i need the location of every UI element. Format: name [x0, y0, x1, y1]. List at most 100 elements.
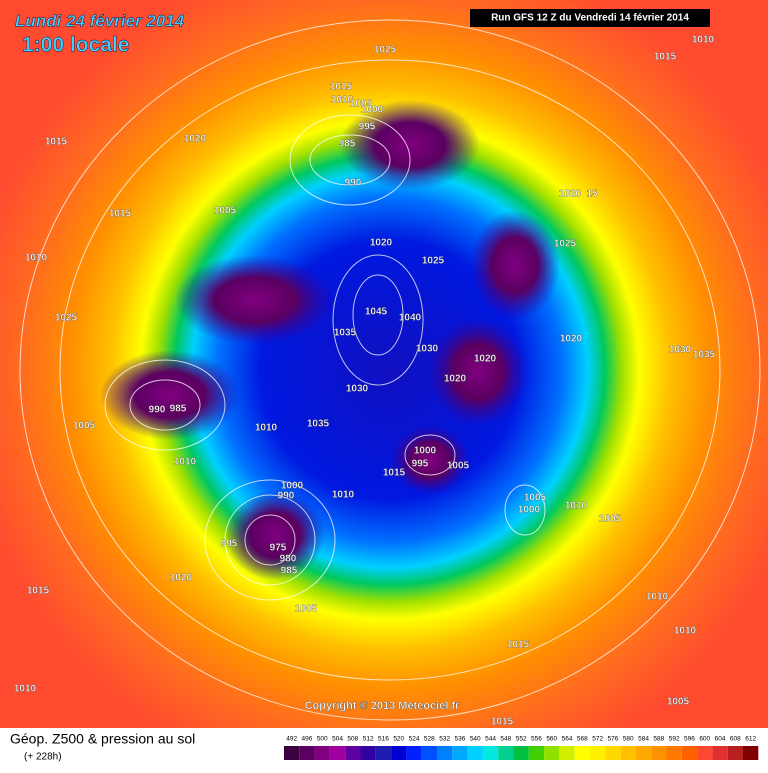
pressure-label: 985	[170, 404, 187, 415]
footer-title: Géop. Z500 & pression au sol	[10, 731, 195, 747]
pressure-label: 1015	[45, 137, 68, 148]
pressure-label: 985	[281, 566, 298, 577]
pressure-label: 1010	[692, 35, 715, 46]
pressure-label: 990	[278, 491, 295, 502]
low-area	[175, 255, 335, 345]
legend-label: 508	[347, 736, 358, 743]
legend-swatch	[697, 746, 713, 760]
legend-label: 612	[745, 736, 756, 743]
pressure-label: 1010	[255, 423, 278, 434]
pressure-label: 1015	[27, 586, 50, 597]
legend-label: 552	[516, 736, 527, 743]
pressure-label: 1020	[474, 354, 497, 365]
map: 1010 1015 1025 1015 1010 1005 1000 995 985 990 102…	[0, 0, 768, 728]
legend-swatch	[299, 746, 315, 760]
legend-swatch	[666, 746, 682, 760]
pressure-label: 1010	[332, 490, 355, 501]
pressure-labels: 1010 1015 1025 1015 1010 1005 1000 995 985 990 102…	[14, 35, 716, 728]
pressure-label: 1035	[334, 328, 357, 339]
legend-label: 504	[332, 736, 343, 743]
isobars	[19, 19, 761, 721]
legend-swatch	[681, 746, 698, 760]
legend-swatch	[329, 746, 346, 760]
legend-swatch	[284, 746, 300, 760]
low-area	[340, 100, 480, 190]
pressure-label: 1010	[25, 253, 48, 264]
legend-label: 568	[577, 736, 588, 743]
pressure-label: 995	[221, 539, 238, 550]
pressure-label: 1005	[73, 421, 96, 432]
pressure-label: 1005	[295, 604, 318, 615]
pressure-label: 1025	[374, 45, 397, 56]
pressure-label: 1020	[444, 374, 467, 385]
legend-label: 584	[638, 736, 649, 743]
pressure-label: 995	[412, 459, 429, 470]
legend-label: 556	[531, 736, 542, 743]
legend-swatch	[391, 746, 407, 760]
legend-label: 600	[699, 736, 710, 743]
legend-swatch	[421, 746, 437, 760]
low-area	[225, 490, 325, 580]
pressure-label: 1010	[565, 501, 588, 512]
legend-label: 596	[684, 736, 695, 743]
run-info: Run GFS 12 Z du Vendredi 14 février 2014	[491, 13, 689, 24]
legend-swatch	[513, 746, 529, 760]
legend-swatch	[375, 746, 392, 760]
pressure-label: 1010	[331, 95, 354, 106]
legend-label: 540	[470, 736, 481, 743]
legend-swatch	[743, 746, 759, 760]
pressure-label: 1035	[307, 419, 330, 430]
legend-swatch	[620, 746, 636, 760]
legend-swatch	[314, 746, 330, 760]
legend-label: 604	[715, 736, 726, 743]
legend-label: 492	[286, 736, 297, 743]
run-box	[470, 9, 710, 27]
pressure-label: 1015	[491, 717, 514, 728]
legend-swatch	[345, 746, 361, 760]
pressure-label: 1010	[14, 684, 37, 695]
pressure-label: 1005	[524, 493, 547, 504]
pressure-label: 1005	[667, 697, 690, 708]
pressure-label: 1035	[693, 350, 716, 361]
pressure-label: 1020	[184, 134, 207, 145]
legend-swatch	[727, 746, 743, 760]
pressure-label: 1025	[554, 239, 577, 250]
pressure-label: 1015	[383, 468, 406, 479]
legend-label: 544	[485, 736, 496, 743]
pressure-label: 1030	[346, 384, 369, 395]
legend-label: 576	[608, 736, 619, 743]
pressure-label: 1010	[646, 592, 669, 603]
low-area	[428, 317, 528, 427]
legend-swatch	[635, 746, 652, 760]
low-area	[100, 350, 240, 440]
legend-swatch	[651, 746, 667, 760]
pressure-label: 1000	[414, 446, 437, 457]
pressure-label: 990	[345, 178, 362, 189]
legend-label: 512	[363, 736, 374, 743]
pressure-label: 995	[359, 122, 376, 133]
legend-swatch	[590, 746, 606, 760]
legend-label: 548	[500, 736, 511, 743]
pressure-label: 1020	[170, 573, 193, 584]
legend-label: 560	[546, 736, 557, 743]
legend-label: 500	[317, 736, 328, 743]
pressure-label: 1015	[109, 209, 132, 220]
legend-label: 520	[393, 736, 404, 743]
color-legend: 492 496 500 504 508 512 516 520 524 528 532 536 540 5…	[284, 736, 759, 760]
forecast-date: Lundi 24 février 2014	[15, 11, 185, 30]
pressure-label: 1040	[399, 313, 422, 324]
pressure-label: 990	[149, 405, 166, 416]
pressure-label: 1020	[560, 334, 583, 345]
legend-swatch	[452, 746, 468, 760]
legend-swatch	[360, 746, 376, 760]
pressure-label: 1015	[507, 640, 530, 651]
legend-swatch	[559, 746, 575, 760]
pressure-label: 1020	[559, 189, 582, 200]
forecast-time: 1:00 locale	[22, 34, 129, 57]
pressure-label: 1025	[55, 313, 78, 324]
pressure-label: 1000	[281, 481, 304, 492]
pressure-label: 1045	[365, 307, 388, 318]
pressure-label: 1020	[370, 238, 393, 249]
legend-swatch	[406, 746, 422, 760]
legend-swatch	[467, 746, 483, 760]
